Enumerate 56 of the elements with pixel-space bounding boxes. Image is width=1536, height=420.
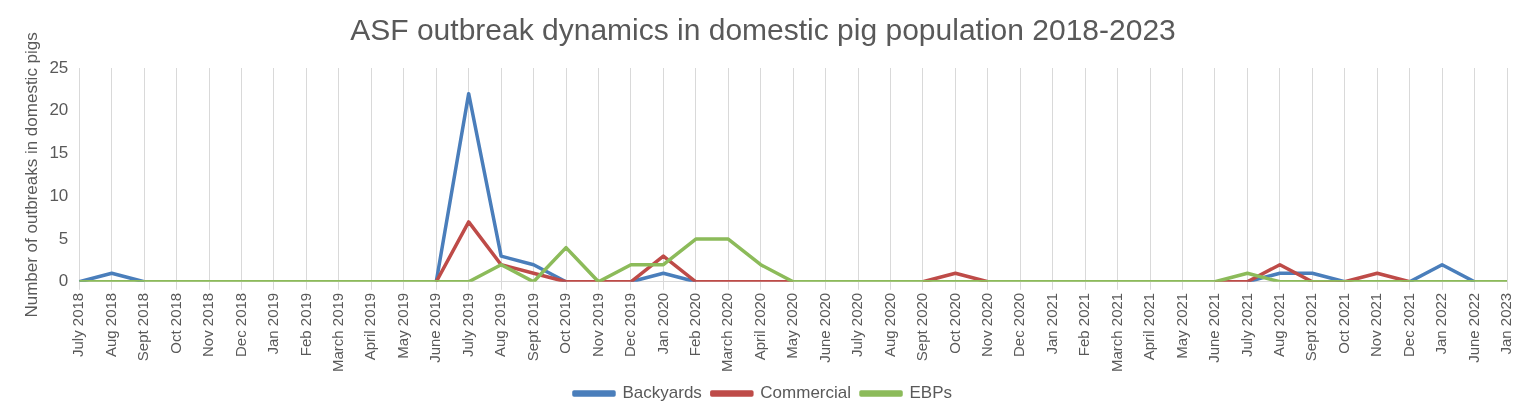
x-tick-label: Feb 2021	[1075, 292, 1093, 357]
x-tick-label: Aug 2019	[491, 292, 509, 358]
y-tick-label: 5	[58, 228, 69, 248]
x-tick-label: March 2019	[329, 292, 347, 373]
x-tick-label: Sept 2019	[523, 292, 541, 362]
legend-label: Commercial	[760, 383, 852, 403]
x-tick-label: March 2021	[1107, 292, 1125, 373]
x-tick-label: Oct 2020	[945, 292, 963, 354]
legend-label: Backyards	[622, 383, 702, 403]
x-tick-label: April 2021	[1140, 292, 1158, 361]
x-tick-label: Nov 2019	[588, 292, 606, 358]
y-tick-label: 25	[49, 57, 69, 77]
x-tick-label: March 2020	[718, 292, 736, 373]
x-tick-label: June 2022	[1464, 292, 1482, 363]
x-tick-label: July 2021	[1237, 292, 1255, 358]
x-tick-label: Jan 2021	[1042, 292, 1060, 355]
x-tick-label: May 2020	[783, 292, 801, 359]
y-tick-label: 15	[49, 143, 69, 163]
y-tick-label: 0	[58, 271, 69, 291]
x-tick-label: Nov 2018	[199, 292, 217, 358]
x-tick-label: Sept 2020	[913, 292, 931, 362]
x-tick-label: Jan 2022	[1432, 292, 1450, 355]
x-tick-label: Aug 2021	[1270, 292, 1288, 358]
x-tick-label: Aug 2020	[880, 292, 898, 358]
x-tick-label: Dec 2019	[621, 292, 639, 358]
x-tick-label: Feb 2020	[685, 292, 703, 357]
x-tick-label: Oct 2018	[166, 292, 184, 354]
y-axis-title: Number of outbreaks in domestic pigs	[21, 32, 41, 318]
x-tick-label: June 2020	[815, 292, 833, 363]
x-tick-label: June 2019	[426, 292, 444, 363]
y-tick-label: 20	[49, 100, 69, 120]
x-tick-label: June 2021	[1205, 292, 1223, 363]
x-tick-label: Dec 2020	[1010, 292, 1028, 358]
x-tick-label: April 2019	[361, 292, 379, 361]
x-tick-label: Aug 2018	[101, 292, 119, 358]
x-tick-label: July 2020	[848, 292, 866, 358]
x-tick-label: Oct 2021	[1334, 292, 1352, 354]
chart-title: ASF outbreak dynamics in domestic pig population 2018-2023	[350, 13, 1176, 47]
x-tick-label: Jan 2023	[1497, 292, 1515, 355]
x-tick-label: Sept 2021	[1302, 292, 1320, 362]
x-tick-label: Jan 2019	[264, 292, 282, 355]
x-tick-label: Nov 2021	[1367, 292, 1385, 358]
x-tick-label: Jan 2020	[653, 292, 671, 355]
x-tick-label: Oct 2019	[556, 292, 574, 354]
x-tick-label: Nov 2020	[977, 292, 995, 358]
y-tick-label: 10	[49, 185, 69, 205]
x-tick-label: Dec 2021	[1399, 292, 1417, 358]
x-tick-label: July 2019	[458, 292, 476, 358]
x-tick-label: April 2020	[750, 292, 768, 361]
x-tick-label: May 2021	[1172, 292, 1190, 359]
x-tick-label: Feb 2019	[296, 292, 314, 357]
x-tick-label: July 2018	[69, 292, 87, 358]
x-tick-label: Dec 2018	[231, 292, 249, 358]
x-tick-label: Sept 2018	[134, 292, 152, 362]
legend-label: EBPs	[909, 383, 953, 403]
x-tick-label: May 2019	[393, 292, 411, 359]
